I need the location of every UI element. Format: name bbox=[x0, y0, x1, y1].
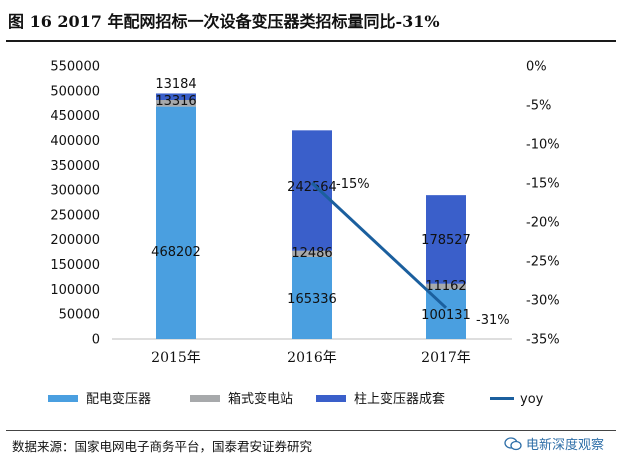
watermark-text: 电新深度观察 bbox=[525, 438, 604, 453]
watermark: 电新深度观察 bbox=[504, 434, 604, 453]
legend-swatch bbox=[48, 395, 78, 402]
bars-group bbox=[156, 93, 466, 339]
bar-segment bbox=[292, 130, 332, 251]
bar-data-label: 468202 bbox=[151, 245, 201, 260]
left-tick-label: 350000 bbox=[50, 159, 100, 174]
legend-swatch bbox=[316, 395, 346, 402]
legend: 配电变压器 箱式变电站 柱上变压器成套 yoy bbox=[48, 391, 544, 407]
bar-data-label: 100131 bbox=[421, 308, 471, 323]
bar-data-label: 178527 bbox=[421, 233, 471, 248]
title-rule bbox=[6, 40, 616, 42]
x-tick-label: 2015年 bbox=[151, 350, 201, 366]
right-tick-label: -35% bbox=[526, 333, 560, 348]
source-note: 数据来源：国家电网电子商务平台，国泰君安证券研究 bbox=[12, 439, 313, 454]
stacked-bar-chart: 0 50000 100000 150000 200000 250000 300000 3500… bbox=[48, 60, 560, 407]
left-tick-label: 150000 bbox=[50, 258, 100, 273]
yoy-series-line bbox=[310, 181, 448, 309]
right-tick-label: -10% bbox=[526, 138, 560, 153]
bar-data-label: 13316 bbox=[155, 94, 196, 109]
left-tick-label: 50000 bbox=[59, 308, 100, 323]
x-tick-labels: 2015年 2016年 2017年 bbox=[151, 350, 471, 366]
bar-data-label: 11162 bbox=[425, 279, 466, 294]
right-tick-label: -25% bbox=[526, 255, 560, 270]
bar-segment bbox=[426, 283, 466, 290]
yoy-line-group: -15% -31% bbox=[310, 177, 510, 328]
right-tick-label: -20% bbox=[526, 216, 560, 231]
left-tick-label: 0 bbox=[92, 333, 100, 348]
bar-segment bbox=[292, 256, 332, 339]
legend-label: 配电变压器 bbox=[86, 391, 151, 407]
left-tick-label: 400000 bbox=[50, 134, 100, 149]
left-tick-label: 300000 bbox=[50, 184, 100, 199]
bar-segment bbox=[156, 93, 196, 100]
bar-data-label: 13184 bbox=[155, 77, 196, 92]
left-y-axis: 0 50000 100000 150000 200000 250000 300000 3500… bbox=[50, 60, 100, 348]
bar-segment bbox=[292, 250, 332, 257]
left-tick-label: 250000 bbox=[50, 208, 100, 223]
left-tick-label: 550000 bbox=[50, 60, 100, 75]
legend-label: yoy bbox=[520, 392, 544, 407]
yoy-data-label: -15% bbox=[336, 177, 370, 192]
wechat-icon bbox=[504, 436, 522, 450]
left-tick-label: 500000 bbox=[50, 84, 100, 99]
bar-segment bbox=[156, 99, 196, 107]
right-tick-label: 0% bbox=[526, 60, 547, 75]
figure-title: 图 16 2017 年配网招标一次设备变压器类招标量同比-31% bbox=[8, 12, 440, 31]
legend-label: 柱上变压器成套 bbox=[354, 391, 445, 407]
bar-labels-group: 468202 13316 13184 165336 12486 242564 100131 1… bbox=[151, 77, 471, 323]
bar-segment bbox=[426, 289, 466, 339]
left-tick-label: 100000 bbox=[50, 283, 100, 298]
legend-label: 箱式变电站 bbox=[228, 391, 293, 407]
source-rule bbox=[6, 430, 616, 431]
yoy-data-label: -31% bbox=[476, 313, 510, 328]
right-tick-label: -15% bbox=[526, 177, 560, 192]
right-tick-label: -30% bbox=[526, 294, 560, 309]
bar-data-label: 12486 bbox=[291, 246, 332, 261]
title-bar: 图 16 2017 年配网招标一次设备变压器类招标量同比-31% bbox=[0, 0, 622, 38]
bar-data-label: 165336 bbox=[287, 292, 337, 307]
left-tick-label: 200000 bbox=[50, 233, 100, 248]
legend-swatch bbox=[190, 395, 220, 402]
right-tick-label: -5% bbox=[526, 99, 551, 114]
x-tick-label: 2017年 bbox=[421, 350, 471, 366]
left-tick-label: 450000 bbox=[50, 109, 100, 124]
right-y-axis: 0% -5% -10% -15% -20% -25% -30% -35% bbox=[526, 60, 560, 348]
bar-segment bbox=[426, 195, 466, 284]
bar-segment bbox=[156, 106, 196, 339]
x-tick-label: 2016年 bbox=[287, 350, 337, 366]
bar-data-label: 242564 bbox=[287, 180, 337, 195]
